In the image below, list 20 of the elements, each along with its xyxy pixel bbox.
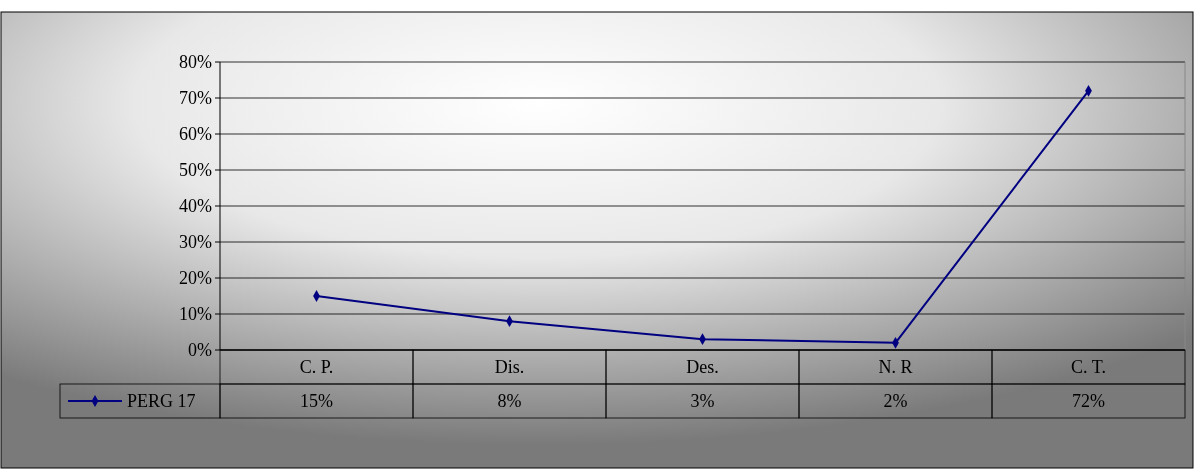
x-tick-label: C. T. — [1071, 357, 1106, 378]
x-tick-label: Dis. — [494, 357, 525, 378]
data-label: 72% — [1072, 391, 1105, 412]
y-tick-label: 20% — [179, 268, 212, 289]
data-label: 3% — [690, 391, 715, 412]
y-tick-label: 10% — [179, 304, 212, 325]
y-tick-label: 80% — [179, 52, 212, 73]
y-tick-label: 60% — [179, 124, 212, 145]
y-tick-label: 50% — [179, 160, 212, 181]
y-tick-label: 30% — [179, 232, 212, 253]
data-label: 2% — [883, 391, 908, 412]
y-tick-label: 0% — [188, 340, 212, 361]
x-tick-label: C. P. — [299, 357, 334, 378]
data-label: 15% — [300, 391, 333, 412]
data-label: 8% — [497, 391, 522, 412]
legend-label: PERG 17 — [127, 391, 196, 412]
y-tick-label: 40% — [179, 196, 212, 217]
y-tick-label: 70% — [179, 88, 212, 109]
x-tick-label: N. R — [878, 357, 913, 378]
x-tick-label: Des. — [686, 357, 719, 378]
